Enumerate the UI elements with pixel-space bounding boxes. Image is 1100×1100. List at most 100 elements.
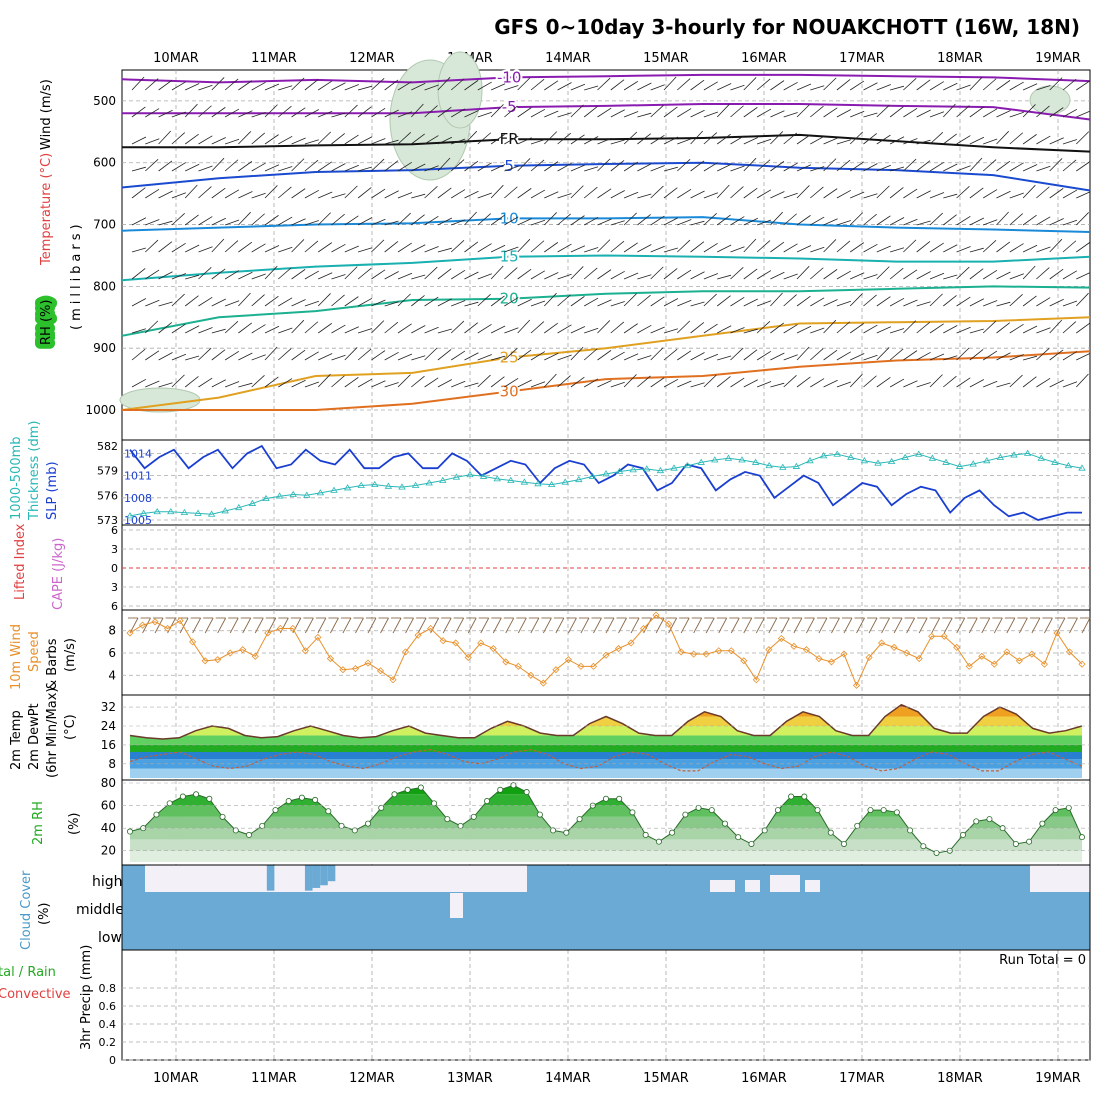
wind-barb	[184, 184, 198, 199]
wind-barb	[198, 267, 212, 280]
wind-barb	[238, 110, 253, 118]
wind-barb	[876, 245, 891, 253]
wind-barb	[517, 107, 532, 118]
rh-point	[563, 829, 570, 836]
rh-point	[483, 798, 490, 805]
wind-barb	[171, 111, 187, 118]
wind-barb	[943, 325, 958, 334]
wind-barb	[544, 131, 558, 145]
wind-barb	[677, 188, 692, 199]
wind-barb	[876, 164, 891, 172]
wind-barb	[517, 77, 531, 91]
wind-barb	[956, 326, 971, 334]
wind-barb	[584, 247, 599, 253]
thickness-point	[847, 453, 855, 460]
temp-band	[130, 768, 1082, 778]
wind-barb	[863, 324, 878, 334]
side-labels: RH (%) Temperature (°C) Wind (m/s) (mill…	[0, 79, 1086, 1050]
wind-barb	[517, 268, 532, 280]
cloud-high-bar	[190, 865, 199, 892]
wind-barb	[770, 322, 785, 334]
rh-point	[603, 795, 610, 802]
wind-barb	[756, 159, 771, 172]
wind-barb	[623, 111, 639, 118]
wind-barb	[371, 350, 386, 361]
wind10m-point	[527, 671, 535, 679]
wind-barb	[849, 212, 863, 226]
wind-barb	[1062, 270, 1078, 280]
wind10m-barb	[492, 617, 502, 634]
wind-barb	[304, 300, 319, 307]
wind-barb	[1062, 139, 1078, 145]
wind10m-barb	[856, 617, 865, 634]
wind-barb	[690, 271, 705, 280]
wind-barb	[411, 214, 425, 226]
wind-barb	[357, 217, 373, 226]
wind-barb	[969, 76, 983, 91]
wind-barb	[411, 355, 426, 361]
wind-barb	[371, 107, 386, 118]
wind10m-barb	[254, 617, 264, 634]
wind10m-barb	[229, 617, 239, 634]
wind-barb	[770, 211, 783, 226]
wind-barb	[251, 192, 266, 199]
wind-barb	[1062, 78, 1077, 91]
wind10m-point	[878, 639, 886, 647]
wind-barb	[1049, 319, 1063, 334]
wind-barb	[743, 157, 757, 172]
wind-barb	[756, 219, 772, 226]
wind-barb	[969, 268, 984, 280]
wind-barb	[371, 218, 386, 226]
wind-barb	[318, 353, 333, 361]
wind-barb	[1022, 214, 1037, 226]
wind-barb	[278, 267, 292, 280]
wind-barb	[783, 192, 798, 199]
wind-barb	[1036, 186, 1050, 199]
wind-barb	[637, 294, 651, 307]
wind-barb	[823, 137, 838, 145]
wind-barb	[1009, 273, 1024, 280]
wind10m-tick-label: 8	[108, 624, 116, 638]
wind10m-point	[577, 662, 585, 670]
wind10m-point	[301, 647, 309, 655]
rh-point	[285, 798, 292, 805]
wind-barb	[198, 246, 213, 253]
rh-point	[444, 816, 451, 823]
wind-barb	[450, 240, 465, 253]
wind-barb	[477, 294, 491, 307]
wind-barb	[836, 159, 851, 172]
wind-barb	[437, 328, 452, 334]
wind10m-barb	[793, 617, 803, 634]
wind-barb	[743, 217, 758, 226]
wind-barb	[331, 274, 346, 280]
wind-barb	[158, 79, 173, 91]
wind-barb	[530, 300, 546, 307]
wind-barb	[863, 193, 878, 199]
wind-barb	[1022, 355, 1038, 361]
wind-barb	[943, 214, 957, 226]
thickness-point	[411, 481, 420, 488]
wind-barb	[730, 105, 744, 118]
wind-barb	[411, 295, 425, 307]
wind-barb	[663, 298, 679, 307]
wind-barb	[743, 349, 758, 361]
thickness-point	[887, 457, 896, 465]
rh-point	[232, 827, 239, 834]
temp-band	[130, 744, 1082, 752]
wind10m-barb	[568, 617, 577, 634]
wind-barb	[943, 82, 958, 91]
wind-barb	[344, 215, 359, 226]
wind10m-barb	[367, 617, 377, 634]
wind-barb	[371, 78, 385, 91]
cloud-high-bg	[449, 865, 458, 892]
wind-barb	[490, 265, 504, 280]
wind-barb	[1009, 374, 1023, 388]
label-temperature: Temperature (°C)	[39, 153, 54, 266]
wind10m-point	[702, 650, 710, 658]
wind-barb	[623, 212, 637, 226]
thickness-point	[697, 458, 705, 465]
wind-barb	[517, 188, 532, 199]
wind-barb	[982, 240, 997, 253]
wind-barb	[238, 292, 251, 307]
wind-barb	[770, 271, 785, 280]
